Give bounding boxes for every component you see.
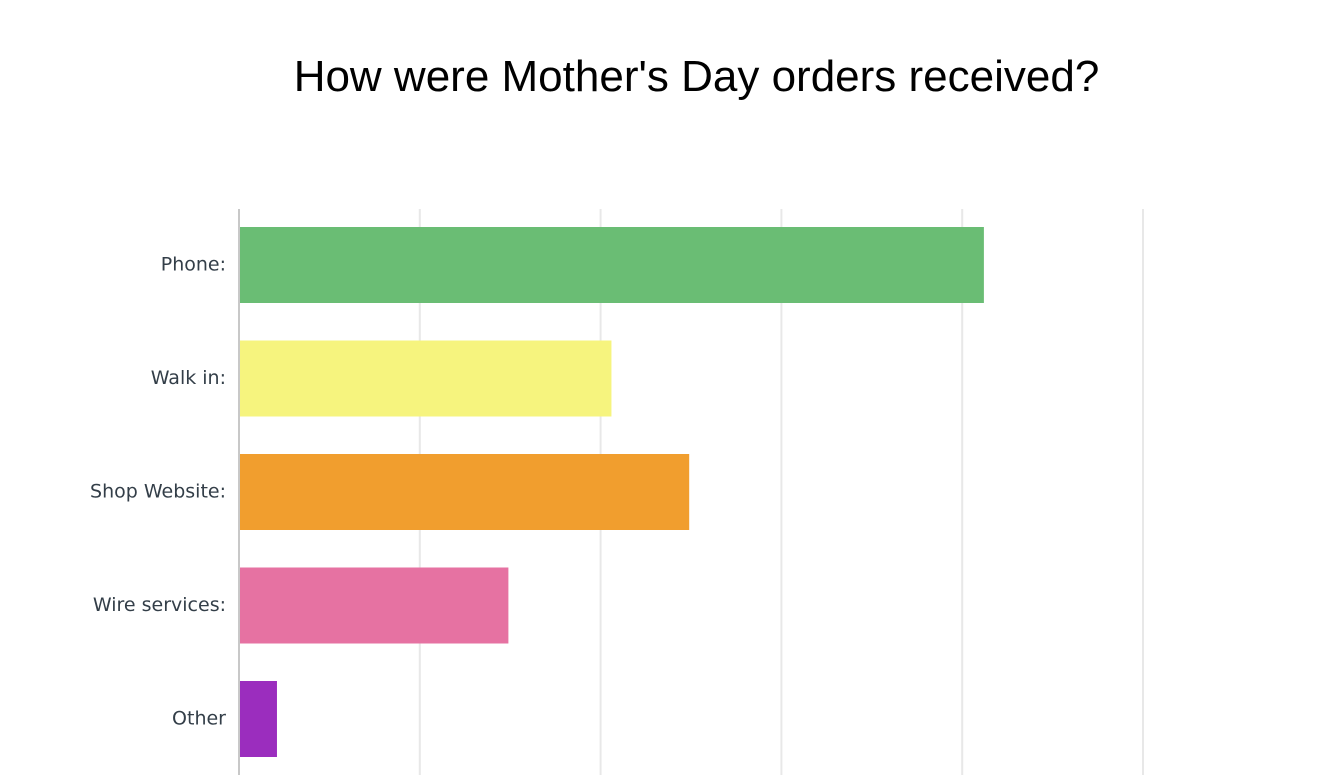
category-label: Other	[172, 708, 226, 730]
bar	[239, 227, 984, 303]
bar	[239, 454, 690, 530]
category-label: Walk in:	[151, 367, 226, 389]
category-label: Wire services:	[93, 594, 226, 616]
chart-title: How were Mother's Day orders received?	[293, 52, 1100, 101]
bars	[239, 227, 984, 757]
bar	[239, 340, 612, 417]
category-label: Phone:	[161, 254, 226, 276]
category-labels: Phone: Walk in: Shop Website: Wire services…	[90, 254, 226, 730]
bar	[239, 681, 277, 757]
category-label: Shop Website:	[90, 481, 226, 503]
bar	[239, 567, 509, 644]
